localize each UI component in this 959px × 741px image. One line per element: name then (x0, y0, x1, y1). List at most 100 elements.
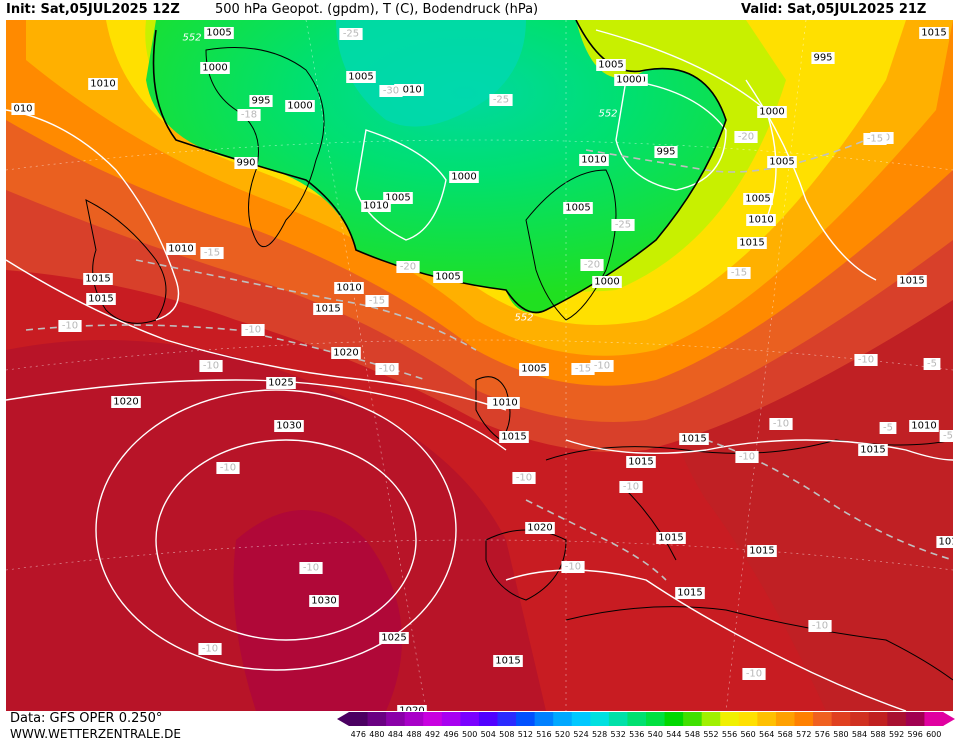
pressure-label-box (397, 705, 427, 711)
isotherm-minus10-west (25, 324, 427, 381)
colorbar-segment (831, 712, 851, 726)
temperature-label-text: -10 (594, 361, 610, 372)
colorbar-tick-label: 560 (740, 730, 755, 739)
colorbar-legend: 476 480 484 488 492 496 500 504 508 512 516 520 524 5… (337, 712, 955, 739)
pressure-label-text: 1015 (749, 546, 774, 557)
pressure-label: 1010 (579, 154, 609, 166)
temperature-label-box (923, 358, 941, 370)
temperature-label: -10 (854, 354, 878, 366)
pressure-label-text: 1025 (381, 633, 406, 644)
colorbar-tick-label: 532 (611, 730, 626, 739)
pressure-label: 1015 (737, 237, 767, 249)
pressure-label-text: 1015 (677, 588, 702, 599)
pressure-label-text: 1015 (628, 457, 653, 468)
pressure-label: 1025 (266, 377, 296, 389)
temperature-label-box (619, 481, 643, 493)
colorbar-tick-label: 592 (889, 730, 904, 739)
temperature-label: -10 (299, 562, 323, 574)
pressure-label-box (449, 171, 479, 183)
grid-lon-3 (725, 20, 807, 711)
temperature-label-text: -10 (379, 364, 395, 375)
pressure-label-box (614, 74, 644, 86)
pressure-label-text: 1010 (336, 283, 361, 294)
pressure-label-text: 1015 (495, 656, 520, 667)
colorbar-tick-label: 536 (629, 730, 644, 739)
pressure-label-box (757, 106, 787, 118)
pressure-label: 1000 (449, 171, 479, 183)
colorbar-segment (553, 712, 573, 726)
temperature-label-text: -10 (812, 621, 828, 632)
pressure-label: 1015 (313, 303, 343, 315)
temperature-label: -10 (199, 360, 223, 372)
pressure-label-text: 1000 (451, 172, 476, 183)
pressure-label: 1010 (88, 78, 118, 90)
pressure-label-box (379, 632, 409, 644)
temperature-label-box (727, 267, 751, 279)
pressure-label-box (204, 27, 234, 39)
temperature-label-box (375, 363, 399, 375)
geopotential-label-text: 552 (514, 313, 533, 324)
temperature-label-box (580, 259, 604, 271)
colorbar-tick-label: 476 (351, 730, 366, 739)
temperature-label-box (939, 430, 953, 442)
coast-italy (625, 489, 677, 561)
pressure-label: 010 (11, 103, 35, 115)
pressure-label-box (11, 103, 35, 115)
website-credit: WWW.WETTERZENTRALE.DE (10, 727, 181, 741)
pressure-label-text: 1030 (276, 421, 301, 432)
colorbar-tick-label: 512 (518, 730, 533, 739)
temperature-label: -10 (375, 363, 399, 375)
temperature-label-text: -10 (202, 644, 218, 655)
pressure-label: 1000 (200, 62, 230, 74)
pressure-label-box (737, 237, 767, 249)
temperature-label: -10 (216, 462, 240, 474)
geopotential-label: 552 (514, 313, 533, 324)
pressure-label-text: 1000 (287, 101, 312, 112)
pressure-label-box (767, 156, 797, 168)
colorbar-tick-label: 572 (796, 730, 811, 739)
map-labels: 1005100099510001005101010001010990100510… (11, 27, 953, 711)
pressure-label-text: 1005 (521, 364, 546, 375)
temperature-label-box (199, 360, 223, 372)
pressure-label: 1010 (166, 243, 196, 255)
colorbar-tick-label: 496 (443, 730, 458, 739)
temperature-label-text: -15 (369, 296, 385, 307)
lat-lon-grid (6, 20, 953, 711)
pressure-label-box (499, 431, 529, 443)
isobar-1015-west (6, 259, 507, 411)
colorbar-tick-label: 552 (703, 730, 718, 739)
temperature-label-text: -10 (623, 482, 639, 493)
colorbar-tick-label: 576 (815, 730, 830, 739)
colorbar-segment (386, 712, 406, 726)
weather-map: 1005100099510001005101010001010990100510… (6, 20, 953, 711)
temperature-label: -15 (200, 247, 224, 259)
pressure-label: 1000 (614, 74, 644, 86)
colorbar-tick-label: 584 (852, 730, 867, 739)
colorbar-tick-label: 520 (555, 730, 570, 739)
colorbar-segment (868, 712, 888, 726)
pressure-label-box (331, 347, 361, 359)
pressure-label-box (249, 95, 273, 107)
pressure-label-text: 990 (236, 158, 255, 169)
pressure-label: 1015 (679, 433, 709, 445)
colorbar-segment (701, 712, 721, 726)
temperature-label-box (396, 261, 420, 273)
colorbar-segment (664, 712, 684, 726)
init-time: Init: Sat,05JUL2025 12Z (6, 2, 180, 17)
temperature-label-text: -25 (493, 95, 509, 106)
isotherm-minus10-south (525, 499, 667, 581)
temperature-label-text: -15 (731, 268, 747, 279)
colorbar-segment (887, 712, 907, 726)
pressure-label: 1015 (499, 431, 529, 443)
pressure-label-box (596, 59, 626, 71)
colorbar-tick-label: 564 (759, 730, 774, 739)
pressure-label: 1005 (743, 193, 773, 205)
temperature-label: -10 (561, 561, 585, 573)
isotherm-minus20-east (585, 139, 867, 173)
temperature-label-box (379, 85, 403, 97)
pressure-label: 1015 (626, 456, 656, 468)
colorbar-segment (571, 712, 591, 726)
pressure-label-box (83, 273, 113, 285)
temperature-label-box (241, 324, 265, 336)
pressure-label: 1020 (111, 396, 141, 408)
